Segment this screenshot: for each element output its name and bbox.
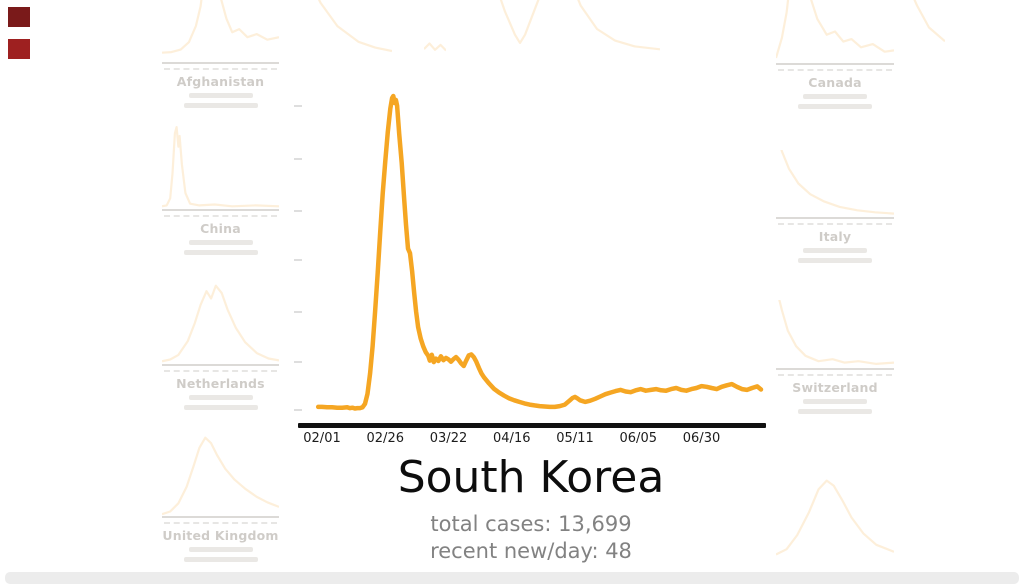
tile-tick-row — [164, 68, 277, 70]
sparkline — [499, 0, 540, 45]
tile-stat-text-faint — [188, 93, 253, 98]
tile-country-label: Italy — [818, 229, 852, 244]
tile-stat-text-faint — [803, 94, 867, 99]
tile-country-label: Afghanistan — [176, 74, 265, 89]
tile-stat-text-faint — [188, 240, 253, 245]
y-tick-mark — [294, 158, 302, 160]
tile-country-label: China — [200, 221, 241, 236]
tile-stat-text-faint — [183, 557, 258, 562]
south-korea-series-line — [315, 93, 764, 411]
country-tile-partial[interactable] — [776, 470, 894, 558]
tile-country-label: United Kingdom — [162, 528, 279, 543]
sparkline — [776, 479, 894, 556]
sparkline — [162, 0, 279, 54]
sparkline — [776, 0, 894, 59]
tile-tick-row — [778, 223, 892, 225]
y-tick-mark — [294, 210, 302, 212]
partial-tile-curve — [905, 0, 945, 55]
tile-axis-line — [162, 364, 279, 366]
sparkline — [162, 436, 279, 516]
y-tick-mark — [294, 259, 302, 261]
tile-axis-line — [776, 368, 894, 370]
tile-stat-text-faint — [183, 103, 258, 108]
partial-tile-curve — [570, 0, 660, 58]
partial-tile-curve — [424, 40, 446, 54]
x-tick-label: 05/11 — [556, 431, 594, 446]
tile-stat-text-faint — [188, 395, 253, 400]
tile-axis-line — [776, 63, 894, 65]
x-axis-line — [298, 423, 766, 428]
tile-tick-row — [164, 215, 277, 217]
x-tick-label: 06/30 — [682, 431, 721, 446]
country-tile-afghanistan[interactable] — [162, 0, 279, 62]
chart-title: South Korea — [397, 452, 665, 503]
country-tile-netherlands[interactable] — [162, 273, 279, 364]
sparkline — [162, 125, 279, 208]
scrollbar-track[interactable] — [5, 572, 1019, 584]
x-tick-label: 06/05 — [619, 431, 657, 446]
sparkline — [577, 0, 660, 51]
recent-new-stat: recent new/day: 48 — [430, 539, 632, 563]
sparkline — [424, 42, 446, 52]
tile-country-label: Canada — [808, 75, 862, 90]
tile-stat-text-faint — [183, 405, 258, 410]
sparkline — [162, 284, 279, 363]
tile-stat-text-faint — [798, 258, 872, 263]
sparkline — [780, 150, 894, 215]
x-tick-label: 02/01 — [303, 431, 341, 446]
tile-stat-text-faint — [798, 409, 872, 414]
tile-stat-text-faint — [183, 250, 258, 255]
y-tick-mark — [294, 409, 302, 411]
country-tile-italy[interactable] — [776, 150, 894, 217]
country-tile-china[interactable] — [162, 120, 279, 209]
tile-stat-text-faint — [803, 248, 867, 253]
tile-stat-text-faint — [803, 399, 867, 404]
red-marker-square-bottom — [8, 39, 30, 59]
country-tile-switzerland[interactable] — [776, 300, 894, 368]
tile-axis-line — [776, 217, 894, 219]
sparkline — [778, 300, 894, 366]
tile-country-label: Switzerland — [792, 380, 878, 395]
tile-tick-row — [164, 370, 277, 372]
tile-tick-row — [778, 374, 892, 376]
x-tick-label: 02/26 — [366, 431, 404, 446]
x-tick-label: 03/22 — [429, 431, 468, 446]
tile-axis-line — [162, 62, 279, 64]
tile-axis-line — [162, 516, 279, 518]
tile-tick-row — [164, 522, 277, 524]
tile-tick-row — [778, 69, 892, 71]
country-tile-united-kingdom[interactable] — [162, 425, 279, 516]
total-cases-stat: total cases: 13,699 — [430, 512, 632, 536]
tile-axis-line — [162, 209, 279, 211]
y-tick-mark — [294, 361, 302, 363]
y-tick-mark — [294, 105, 302, 107]
tile-stat-text-faint — [798, 104, 872, 109]
country-tile-canada[interactable] — [776, 0, 894, 63]
partial-tile-curve — [495, 0, 545, 58]
x-tick-label: 04/16 — [493, 431, 531, 446]
sparkline — [913, 0, 945, 43]
red-marker-square-top — [8, 7, 30, 27]
tile-stat-text-faint — [188, 547, 253, 552]
sparkline — [317, 0, 392, 53]
partial-tile-curve — [308, 0, 392, 58]
tile-country-label: Netherlands — [176, 376, 265, 391]
y-tick-mark — [294, 311, 302, 313]
